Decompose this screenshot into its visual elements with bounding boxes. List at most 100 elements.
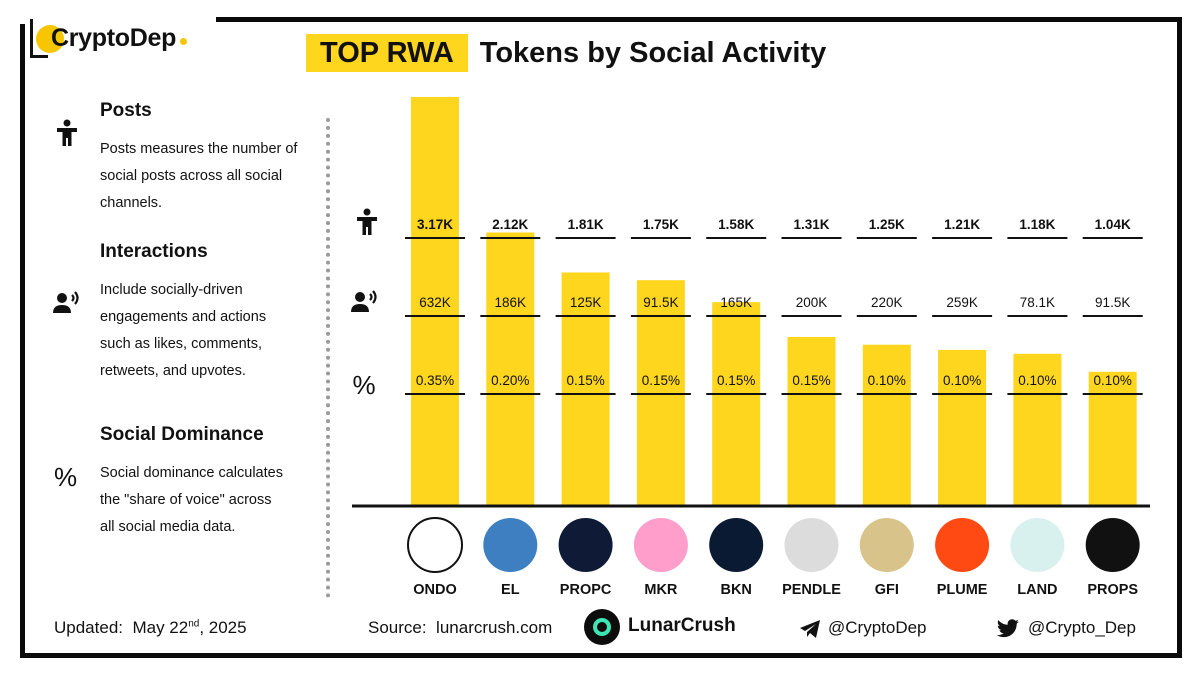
bar-props [1088, 371, 1137, 506]
interactions-value-label: 632K [419, 295, 451, 310]
propc-logo-icon [558, 518, 613, 572]
bar-pendle [787, 336, 836, 506]
logo-dot [36, 25, 64, 53]
posts-value-label: 1.81K [568, 217, 604, 232]
land-logo-icon [1010, 518, 1065, 572]
dominance-value-label: 0.15% [642, 373, 680, 388]
category-label: PROPS [1087, 582, 1138, 598]
twitter-handle[interactable]: @Crypto_Dep [1028, 618, 1136, 637]
category-label: EL [501, 582, 520, 598]
dominance-value-label: 0.15% [792, 373, 830, 388]
dominance-value-label: 0.15% [717, 373, 755, 388]
updated-label: Updated: [54, 618, 123, 637]
legend-dominance-heading: Social Dominance [100, 424, 264, 445]
labels-layer: 3.17K 632K 0.35% ONDO 2.12K 186K 0.20% EL 1.81K 1… [405, 217, 1143, 598]
source-info: Source: lunarcrush.com [368, 618, 552, 638]
row-interactions-icon [351, 290, 377, 312]
updated-info: Updated: May 22nd, 2025 [54, 618, 247, 638]
brand-logo: CryptoDep [28, 17, 208, 61]
legend-posts-text: Posts measures the number of social post… [100, 141, 298, 211]
bar-gfi [862, 344, 911, 506]
interactions-value-label: 125K [570, 295, 602, 310]
gfi-logo-icon [859, 518, 914, 572]
legend-dominance-text: Social dominance calculates the "share o… [100, 465, 283, 535]
posts-value-label: 1.18K [1019, 217, 1055, 232]
bkn-logo-icon [709, 518, 764, 572]
el-logo-icon [483, 518, 538, 572]
posts-value-label: 1.31K [793, 217, 829, 232]
category-label: MKR [644, 582, 678, 598]
row-posts-icon [357, 208, 377, 235]
frame-gap [16, 10, 216, 24]
outer-frame [20, 17, 1182, 658]
interactions-value-label: 91.5K [643, 295, 678, 310]
bar-land [1013, 353, 1062, 506]
props-logo-icon [1085, 518, 1140, 572]
posts-value-label: 1.58K [718, 217, 754, 232]
dominance-value-label: 0.35% [416, 373, 454, 388]
interactions-value-label: 165K [720, 295, 752, 310]
bars-layer [411, 97, 1137, 506]
category-label: ONDO [413, 582, 457, 598]
twitter-icon [997, 619, 1019, 638]
percent-icon: % [54, 462, 78, 492]
posts-value-label: 1.21K [944, 217, 980, 232]
plume-logo-icon [935, 518, 990, 572]
bar-el [486, 232, 535, 506]
bar-bkn [712, 302, 761, 506]
legend-interactions-heading: Interactions [100, 241, 208, 262]
posts-value-label: 1.25K [869, 217, 905, 232]
interactions-value-label: 259K [946, 295, 978, 310]
posts-value-label: 1.75K [643, 217, 679, 232]
dominance-value-label: 0.10% [1018, 373, 1056, 388]
pendle-logo-icon [784, 518, 839, 572]
category-label: PLUME [937, 582, 988, 598]
bar-ondo [411, 97, 459, 506]
mkr-logo-icon [633, 518, 688, 572]
dominance-value-label: 0.15% [566, 373, 604, 388]
legend-posts-heading: Posts [100, 100, 152, 121]
category-label: LAND [1017, 582, 1057, 598]
dotted-divider [326, 118, 330, 598]
logo-period-dot [180, 38, 187, 45]
interactions-value-label: 220K [871, 295, 903, 310]
source-link[interactable]: lunarcrush.com [436, 618, 553, 637]
person-icon [57, 119, 77, 146]
title-highlight: TOP RWA [306, 34, 468, 72]
telegram-icon [800, 620, 820, 638]
category-label: BKN [720, 582, 751, 598]
dominance-value-label: 0.10% [1094, 373, 1132, 388]
interactions-value-label: 91.5K [1095, 295, 1130, 310]
posts-value-label: 1.04K [1095, 217, 1131, 232]
ondo-logo-icon [407, 517, 463, 573]
dominance-value-label: 0.20% [491, 373, 529, 388]
category-label: PENDLE [782, 582, 841, 598]
dominance-value-label: 0.10% [943, 373, 981, 388]
speaking-person-icon [53, 291, 79, 313]
interactions-value-label: 186K [495, 295, 527, 310]
updated-year: , 2025 [199, 618, 247, 637]
lunarcrush-icon [584, 609, 620, 645]
row-dominance-icon: % [352, 370, 375, 400]
lunarcrush-label: LunarCrush [628, 615, 736, 636]
updated-suffix: nd [188, 618, 200, 630]
brand-name: CryptoDep [51, 24, 177, 52]
category-label: PROPC [560, 582, 612, 598]
bar-plume [938, 349, 987, 506]
interactions-value-label: 200K [796, 295, 828, 310]
logo-bracket-horizontal [30, 55, 48, 58]
posts-value-label: 2.12K [492, 217, 528, 232]
dominance-value-label: 0.10% [868, 373, 906, 388]
title-rest: Tokens by Social Activity [479, 36, 827, 69]
updated-date: May 22 [132, 618, 189, 637]
legend-interactions-text: Include socially-driven engagements and … [100, 282, 267, 379]
page-title: TOP RWA Tokens by Social Activity [306, 34, 826, 72]
telegram-handle[interactable]: @CryptoDep [828, 618, 927, 637]
bar-propc [561, 272, 610, 506]
source-label: Source: [368, 618, 427, 637]
category-label: GFI [875, 582, 899, 598]
logo-bracket-vertical [30, 19, 33, 57]
interactions-value-label: 78.1K [1020, 295, 1055, 310]
posts-value-label: 3.17K [417, 217, 453, 232]
